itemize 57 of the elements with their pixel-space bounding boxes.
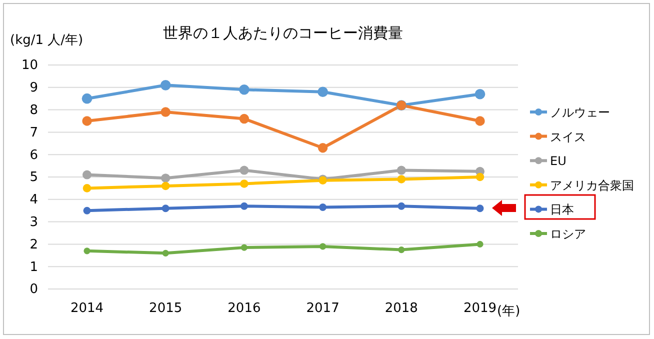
x-tick-label: 2017 xyxy=(306,301,340,316)
point xyxy=(320,243,326,250)
point xyxy=(83,206,91,214)
y-tick-label: 6 xyxy=(30,148,38,163)
point xyxy=(240,202,248,210)
x-tick-label: 2018 xyxy=(384,301,418,316)
y-tick-label: 4 xyxy=(30,192,38,208)
point xyxy=(240,166,249,175)
point xyxy=(319,204,327,211)
point xyxy=(162,250,169,256)
y-tick-label: 0 xyxy=(30,282,38,298)
y-tick-label: 5 xyxy=(30,170,38,186)
point xyxy=(398,202,406,210)
y-tick-label: 8 xyxy=(30,102,38,118)
legend-label: EU xyxy=(550,154,566,168)
x-axis-title: (年) xyxy=(497,304,520,319)
point xyxy=(398,246,405,254)
chart-title: 世界の１人あたりのコーヒー消費量 xyxy=(163,24,403,42)
legend-label: アメリカ合衆国 xyxy=(550,178,634,192)
legend-label: ノルウェー xyxy=(550,106,610,120)
point xyxy=(475,116,485,126)
y-tick-label: 9 xyxy=(30,80,38,96)
point xyxy=(318,86,328,98)
point xyxy=(476,240,484,248)
point xyxy=(160,80,171,90)
point xyxy=(240,180,248,188)
point xyxy=(82,93,92,104)
x-tick-label: 2019 xyxy=(463,301,497,316)
legend-label: 日本 xyxy=(550,202,574,217)
point xyxy=(84,248,90,254)
point xyxy=(476,172,484,182)
point xyxy=(160,107,170,117)
y-tick-label: 7 xyxy=(30,125,38,140)
point xyxy=(239,114,250,124)
point xyxy=(474,88,486,100)
point xyxy=(239,84,250,95)
y-axis-title: (kg/1 人/年) xyxy=(10,33,84,48)
point xyxy=(82,116,92,126)
point xyxy=(161,182,170,190)
x-tick-label: 2016 xyxy=(228,301,261,316)
point xyxy=(396,166,406,175)
x-tick-label: 2015 xyxy=(149,301,182,316)
point xyxy=(397,175,406,184)
legend-label: スイス xyxy=(550,130,586,144)
point xyxy=(162,204,170,212)
y-tick-label: 2 xyxy=(30,237,38,252)
point xyxy=(318,143,328,153)
y-tick-label: 3 xyxy=(30,214,38,230)
y-tick-label: 1 xyxy=(30,260,38,275)
point xyxy=(240,244,248,251)
point xyxy=(161,174,170,183)
point xyxy=(82,184,92,192)
point xyxy=(476,204,484,212)
y-tick-label: 10 xyxy=(21,58,38,74)
point xyxy=(82,170,92,180)
legend-label: ロシア xyxy=(550,227,586,241)
x-tick-label: 2014 xyxy=(70,301,104,316)
